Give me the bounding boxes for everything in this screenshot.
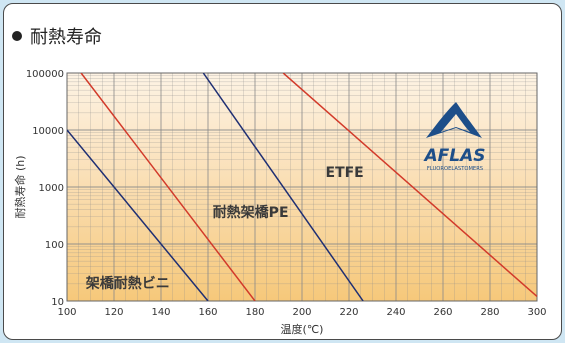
series-line-1 <box>67 129 209 301</box>
x-tick-label: 280 <box>480 307 499 318</box>
logo-name: AFLAS <box>422 146 485 166</box>
grid <box>66 72 538 302</box>
series-annotations: ETFE 耐熱架橋PE 架橋耐熱ビニ <box>85 165 364 292</box>
chart-card: 耐熱寿命 100 120 140 160 180 200 220 240 260 280 300 1… <box>3 3 562 340</box>
x-tick-label: 100 <box>57 307 76 318</box>
series-line-4 <box>282 73 538 298</box>
x-tick-label: 180 <box>245 307 264 318</box>
y-tick-label: 100000 <box>26 69 64 80</box>
x-tick-label: 220 <box>339 307 358 318</box>
logo-subtitle: FLUOROELASTOMERS <box>427 166 483 172</box>
x-tick-label: 200 <box>292 307 311 318</box>
y-tick-label: 10000 <box>32 126 64 137</box>
series-annotation: 耐熱架橋PE <box>213 204 289 221</box>
x-axis-label: 温度(℃) <box>281 322 324 336</box>
chart-title: 耐熱寿命 <box>30 27 102 48</box>
y-tick-labels: 10 100 1000 10000 100000 <box>26 69 64 308</box>
x-tick-label: 140 <box>151 307 170 318</box>
y-tick-label: 10 <box>51 297 64 308</box>
y-tick-label: 100 <box>45 240 64 251</box>
series-line-3 <box>202 73 364 301</box>
x-tick-label: 300 <box>527 307 546 318</box>
aflas-logo: AFLAS FLUOROELASTOMERS <box>422 102 486 172</box>
x-tick-label: 240 <box>386 307 405 318</box>
x-tick-label: 120 <box>104 307 123 318</box>
x-tick-labels: 100 120 140 160 180 200 220 240 260 280 300 <box>57 307 546 318</box>
x-tick-label: 260 <box>433 307 452 318</box>
plot-frame <box>66 72 538 302</box>
title-bullet-icon <box>12 31 22 41</box>
series-line-2 <box>80 73 256 301</box>
series-annotation: 架橋耐熱ビニ <box>85 275 170 292</box>
series-annotation: ETFE <box>326 165 364 181</box>
x-tick-label: 160 <box>198 307 217 318</box>
series-lines <box>67 73 538 301</box>
y-axis-label: 耐熱寿命 (h) <box>13 155 27 218</box>
y-tick-label: 1000 <box>39 183 64 194</box>
chart: 耐熱寿命 100 120 140 160 180 200 220 240 260 280 300 1… <box>12 27 547 336</box>
